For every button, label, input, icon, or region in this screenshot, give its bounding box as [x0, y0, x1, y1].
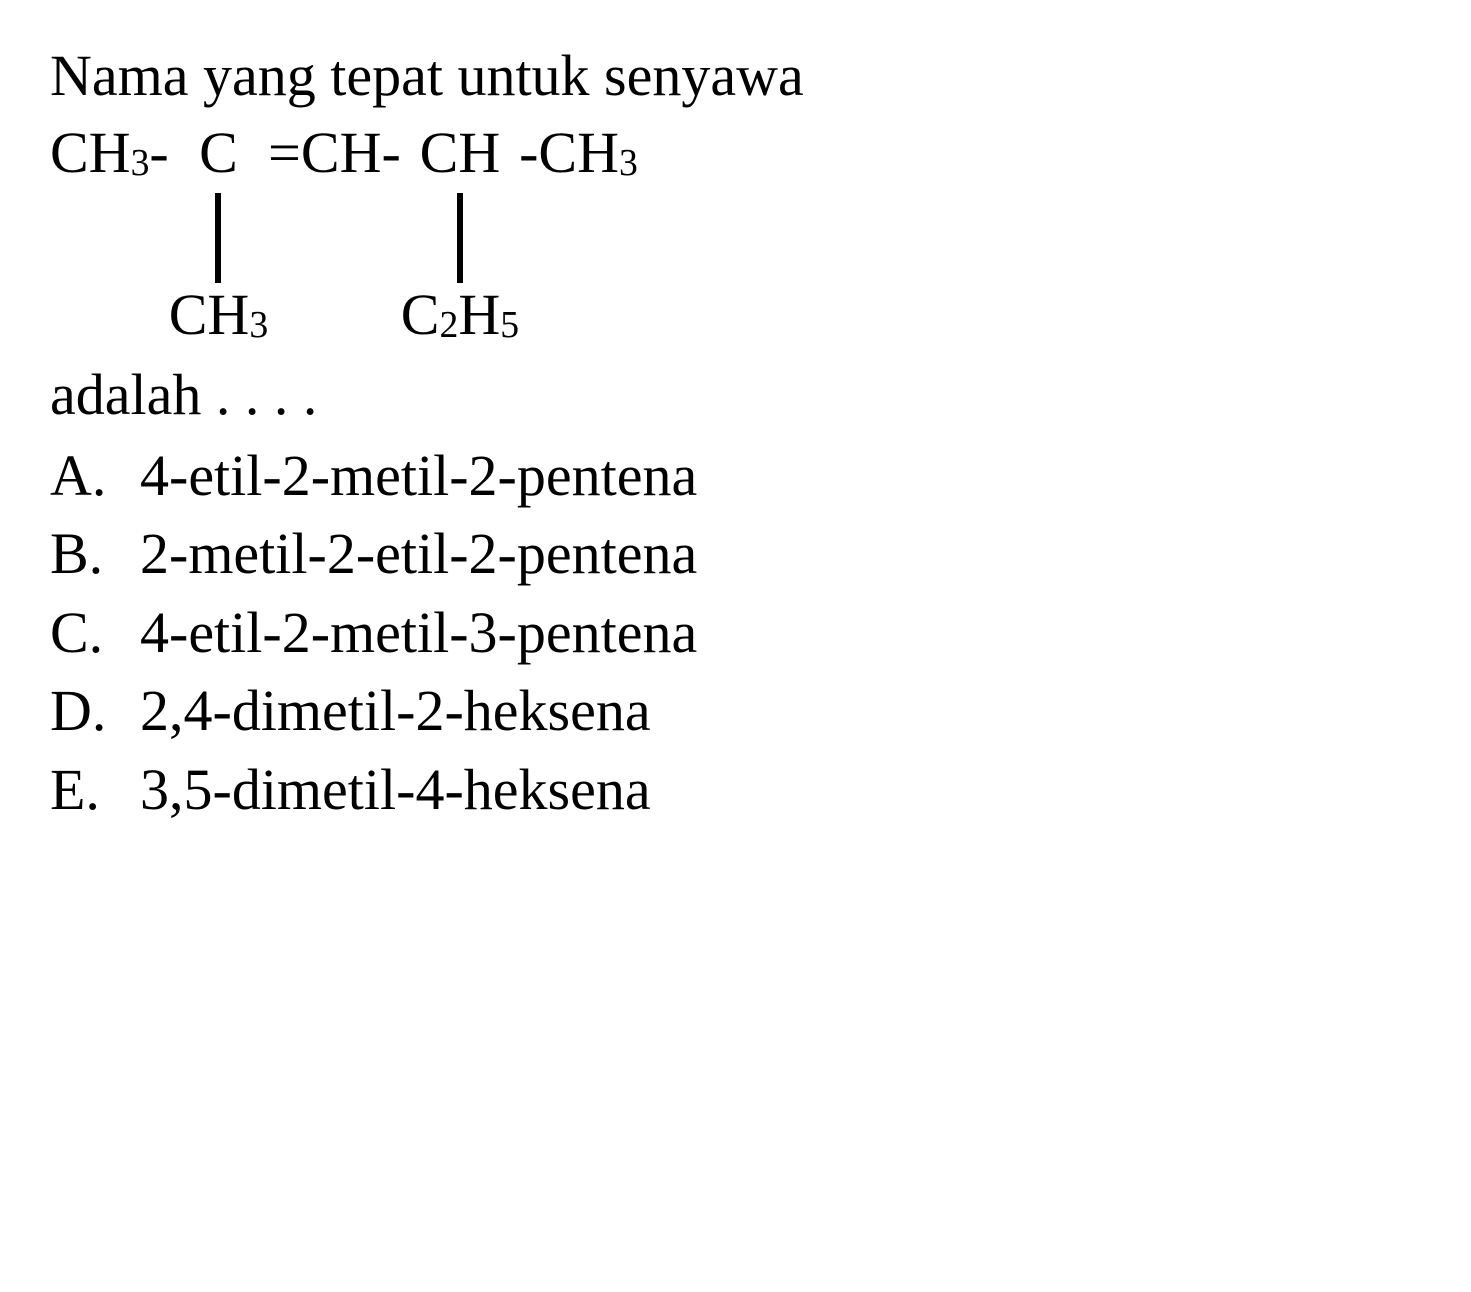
option-text: 3,5-dimetil-4-heksena: [140, 752, 1421, 829]
bond-line: [457, 193, 463, 283]
vertical-bond: [215, 193, 221, 283]
option-letter: B.: [50, 516, 140, 593]
option-a[interactable]: A. 4-etil-2-metil-2-pentena: [50, 438, 1421, 515]
carbon-text: C: [199, 121, 238, 185]
carbon-text: CH: [169, 283, 250, 347]
vertical-bond: [457, 193, 463, 283]
subscript: 5: [500, 305, 519, 346]
option-text: 2,4-dimetil-2-heksena: [140, 673, 1421, 750]
carbon-4: CH: [420, 121, 501, 193]
bond-line: [215, 193, 221, 283]
chemical-formula: CH3- C CH3 = CH- CH C2H5 -CH3: [50, 121, 1421, 355]
option-b[interactable]: B. 2-metil-2-etil-2-pentena: [50, 516, 1421, 593]
carbon-text: CH: [420, 121, 501, 185]
option-text: 4-etil-2-metil-2-pentena: [140, 438, 1421, 515]
carbon-text: CH: [538, 121, 619, 185]
branch-c2h5: C2H5: [401, 283, 519, 355]
carbon-text: CH: [301, 121, 382, 185]
single-bond: -: [519, 121, 538, 185]
option-e[interactable]: E. 3,5-dimetil-4-heksena: [50, 752, 1421, 829]
subscript: 2: [439, 305, 458, 346]
option-c[interactable]: C. 4-etil-2-metil-3-pentena: [50, 595, 1421, 672]
double-bond-text: =: [268, 121, 301, 185]
option-d[interactable]: D. 2,4-dimetil-2-heksena: [50, 673, 1421, 750]
carbon-2: C: [199, 121, 238, 193]
hydrogen-text: H: [458, 283, 500, 347]
adalah-text: adalah . . . .: [50, 361, 1421, 428]
group-ch-3: CH-: [301, 121, 401, 193]
option-letter: D.: [50, 673, 140, 750]
double-bond: =: [268, 121, 301, 193]
question-prompt: Nama yang tepat untuk senyawa: [50, 40, 1421, 113]
group-ch3-left: CH3-: [50, 121, 169, 193]
group-ch3-right: -CH3: [519, 121, 638, 193]
subscript: 3: [131, 143, 150, 184]
answer-options: A. 4-etil-2-metil-2-pentena B. 2-metil-2…: [50, 438, 1421, 829]
carbon-text: C: [401, 283, 440, 347]
carbon-4-stack: CH C2H5: [401, 121, 519, 355]
option-letter: A.: [50, 438, 140, 515]
single-bond: -: [381, 121, 400, 185]
carbon-text: CH: [50, 121, 131, 185]
single-bond: -: [149, 121, 168, 185]
option-letter: C.: [50, 595, 140, 672]
option-letter: E.: [50, 752, 140, 829]
carbon-2-stack: C CH3: [169, 121, 268, 355]
branch-ch3: CH3: [169, 283, 268, 355]
subscript: 3: [249, 305, 268, 346]
option-text: 4-etil-2-metil-3-pentena: [140, 595, 1421, 672]
subscript: 3: [619, 143, 638, 184]
option-text: 2-metil-2-etil-2-pentena: [140, 516, 1421, 593]
